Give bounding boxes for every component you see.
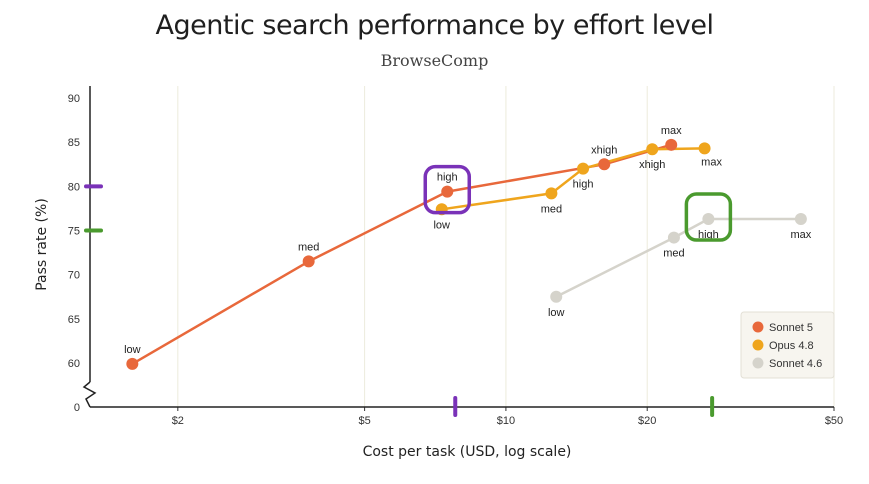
legend-label: Sonnet 5 <box>769 322 813 334</box>
series-line <box>131 143 672 365</box>
chart-title: Agentic search performance by effort lev… <box>155 10 714 41</box>
highlight-box <box>684 192 733 242</box>
data-point <box>598 158 611 171</box>
data-point <box>698 142 711 155</box>
legend-label: Sonnet 4.6 <box>769 358 822 370</box>
point-label: max <box>701 156 722 168</box>
annotations <box>84 164 733 417</box>
point-label: med <box>663 248 684 260</box>
y-tick-label: 90 <box>68 93 80 105</box>
data-point <box>441 185 454 198</box>
data-point <box>126 357 139 370</box>
point-label: max <box>790 229 811 241</box>
point-label: low <box>548 307 565 319</box>
point-label: high <box>437 172 458 184</box>
data-point <box>550 290 563 303</box>
y-tick-label: 60 <box>68 358 80 370</box>
legend-swatch <box>752 339 764 351</box>
legend-box <box>740 311 835 379</box>
data-point <box>646 143 659 156</box>
x-tick-label: $50 <box>825 415 843 427</box>
point-label: med <box>298 241 319 253</box>
y-axis-break <box>82 381 97 408</box>
data-point <box>665 138 678 151</box>
y-tick-label: 70 <box>68 270 80 282</box>
y-tick-label: 85 <box>68 137 80 149</box>
legend-label: Opus 4.8 <box>769 340 814 352</box>
y-axis-title: Pass rate (%) <box>34 198 50 291</box>
y-zero-label: 0 <box>74 402 80 414</box>
point-label: max <box>661 125 682 137</box>
y-tick-label: 65 <box>68 314 80 326</box>
x-tick-label: $20 <box>638 415 656 427</box>
x-axis-title: Cost per task (USD, log scale) <box>363 444 572 460</box>
y-tick-label: 80 <box>68 181 80 193</box>
data-point <box>794 213 807 226</box>
data-point <box>302 255 315 268</box>
point-label: high <box>698 229 719 241</box>
data-point <box>702 213 715 226</box>
data-point <box>577 162 590 175</box>
point-label: med <box>541 203 562 215</box>
x-tick-label: $5 <box>358 415 370 427</box>
chart-subtitle: BrowseComp <box>380 51 489 70</box>
legend-swatch <box>752 357 764 369</box>
point-label: low <box>124 344 141 356</box>
y-tick-label: 75 <box>68 226 80 238</box>
legend: Sonnet 5 Opus 4.8 Sonnet 4.6 <box>740 311 835 379</box>
highlight-box <box>423 164 472 215</box>
series-line <box>555 217 801 298</box>
axes: $2 $5 $10 $20 $50 60 65 70 75 80 85 90 0 <box>68 86 843 427</box>
point-label: low <box>433 219 450 231</box>
x-tick-label: $2 <box>172 415 184 427</box>
grid-lines <box>177 86 835 407</box>
x-tick-label: $10 <box>497 415 515 427</box>
point-label: high <box>573 179 594 191</box>
point-label: xhigh <box>591 144 617 156</box>
data-point <box>545 187 558 200</box>
data-point <box>667 231 680 244</box>
point-label: xhigh <box>639 159 665 171</box>
legend-swatch <box>752 321 764 333</box>
